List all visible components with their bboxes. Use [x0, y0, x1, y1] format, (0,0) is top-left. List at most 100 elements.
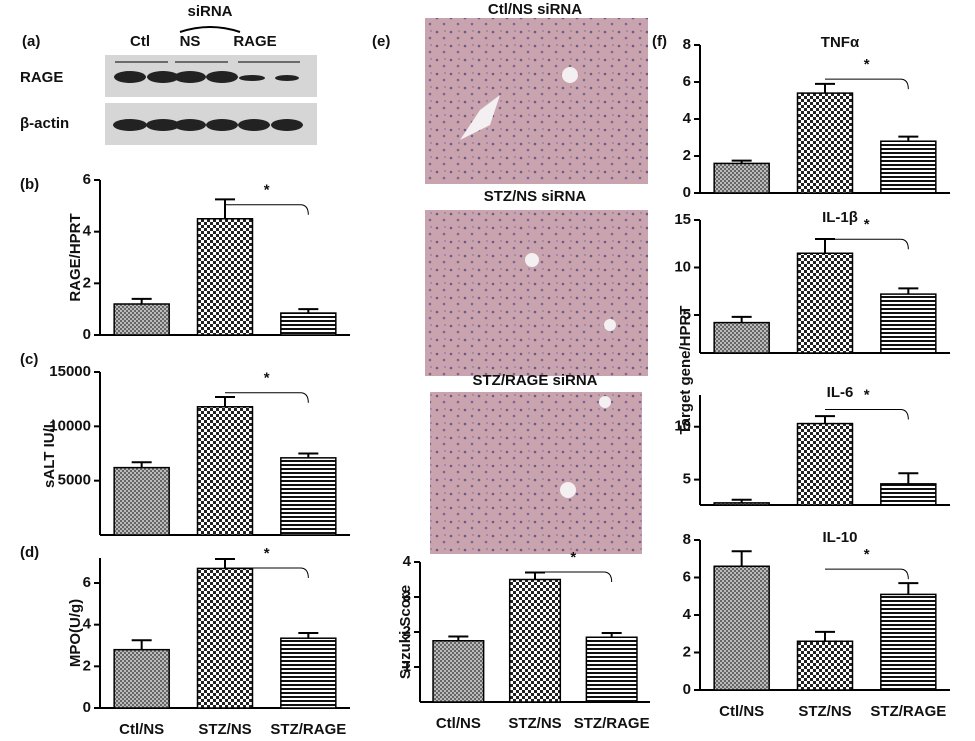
- x-tick-label: STZ/RAGE: [870, 703, 946, 720]
- annotation: *: [864, 387, 870, 404]
- significance-bracket: [225, 392, 309, 403]
- error-bar: [215, 198, 235, 219]
- chart-title: IL-6: [827, 384, 854, 401]
- y-tick-label: 2: [683, 643, 691, 660]
- y-tick-label: 3: [403, 588, 411, 605]
- y-tick-label: 2: [83, 657, 91, 674]
- x-tick-label: Ctl/NS: [436, 715, 481, 732]
- y-tick-label: 10: [674, 258, 691, 275]
- bar: [880, 483, 937, 506]
- panel-label: (b): [20, 176, 39, 193]
- error-bar: [731, 315, 752, 323]
- y-tick-label: 10000: [49, 417, 91, 434]
- y-tick-label: 15: [674, 211, 691, 228]
- y-tick-label: 2: [683, 147, 691, 164]
- significance-bracket: [825, 409, 909, 420]
- error-bar: [898, 582, 919, 595]
- chart-title: IL-10: [822, 529, 857, 546]
- bar: [113, 648, 170, 709]
- bar: [796, 640, 854, 691]
- bar: [796, 92, 854, 194]
- error-bar: [815, 630, 835, 642]
- significance-bracket: [535, 571, 613, 583]
- bar: [880, 293, 937, 354]
- annotation: *: [864, 216, 870, 233]
- error-bar: [898, 287, 919, 295]
- y-tick-label: 5: [683, 471, 691, 488]
- annotation: *: [264, 182, 270, 199]
- panel-label: (a): [22, 33, 40, 50]
- y-tick-label: 0: [683, 681, 691, 698]
- y-axis-label: sALT IU/L: [41, 419, 58, 488]
- western-blot: [105, 26, 317, 145]
- blot-group: siRNA: [187, 3, 232, 20]
- lane-label: Ctl: [130, 33, 150, 50]
- x-tick-label: STZ/NS: [198, 721, 251, 738]
- y-axis-label: Suzuki Score: [397, 585, 414, 679]
- error-bar: [525, 571, 545, 580]
- error-bar: [298, 308, 319, 314]
- bar: [880, 593, 937, 691]
- significance-bracket: [225, 204, 309, 215]
- bar: [585, 636, 638, 703]
- bar: [113, 303, 170, 336]
- bar: [713, 565, 770, 691]
- row-label: RAGE: [20, 69, 63, 86]
- y-tick-label: 6: [83, 574, 91, 591]
- bar: [196, 567, 254, 709]
- panel-label: (f): [652, 33, 667, 50]
- x-tick-label: Ctl/NS: [719, 703, 764, 720]
- lane-label: NS: [180, 33, 201, 50]
- x-tick-label: STZ/NS: [508, 715, 561, 732]
- error-bar: [131, 297, 152, 304]
- y-tick-label: 2: [403, 623, 411, 640]
- bar: [196, 406, 254, 536]
- bar: [713, 502, 770, 506]
- significance-bracket: [825, 568, 909, 580]
- x-tick-label: STZ/RAGE: [574, 715, 650, 732]
- error-bar: [131, 639, 152, 650]
- x-tick-label: Ctl/NS: [119, 721, 164, 738]
- error-bar: [298, 452, 319, 458]
- bar: [196, 218, 254, 336]
- annotation: *: [264, 370, 270, 387]
- y-tick-label: 6: [83, 171, 91, 188]
- y-tick-label: 4: [683, 606, 692, 623]
- image-caption: STZ/RAGE siRNA: [472, 372, 597, 389]
- bar: [280, 312, 337, 336]
- y-tick-label: 1: [403, 658, 411, 675]
- error-bar: [215, 558, 235, 569]
- y-tick-label: 4: [683, 110, 692, 127]
- shared-y-axis-label: Target gene/HPRT: [677, 306, 694, 435]
- y-tick-label: 8: [683, 36, 691, 53]
- panel-label: (c): [20, 351, 38, 368]
- error-bar: [448, 635, 469, 641]
- significance-bracket: [825, 238, 909, 250]
- chart-title: TNFα: [821, 34, 860, 51]
- error-bar: [298, 632, 319, 639]
- y-tick-label: 4: [83, 616, 92, 633]
- error-bar: [898, 472, 919, 484]
- y-tick-label: 5: [683, 306, 691, 323]
- error-bar: [215, 395, 235, 407]
- bar: [280, 637, 337, 709]
- annotation: *: [864, 546, 870, 563]
- bar: [796, 252, 854, 354]
- y-tick-label: 5000: [58, 472, 91, 489]
- y-axis-label: RAGE/HPRT: [67, 213, 84, 301]
- error-bar: [731, 159, 752, 164]
- histology-images: [425, 18, 648, 554]
- significance-bracket: [225, 567, 309, 579]
- bar: [713, 321, 770, 354]
- y-tick-label: 0: [83, 326, 91, 343]
- image-caption: Ctl/NS siRNA: [488, 1, 582, 18]
- y-tick-label: 4: [83, 223, 92, 240]
- annotation: *: [264, 545, 270, 562]
- panel-label: (d): [20, 544, 39, 561]
- y-tick-label: 0: [683, 184, 691, 201]
- annotation: *: [570, 549, 576, 566]
- error-bar: [815, 238, 835, 254]
- x-tick-label: STZ/NS: [798, 703, 851, 720]
- row-label: β-actin: [20, 115, 69, 132]
